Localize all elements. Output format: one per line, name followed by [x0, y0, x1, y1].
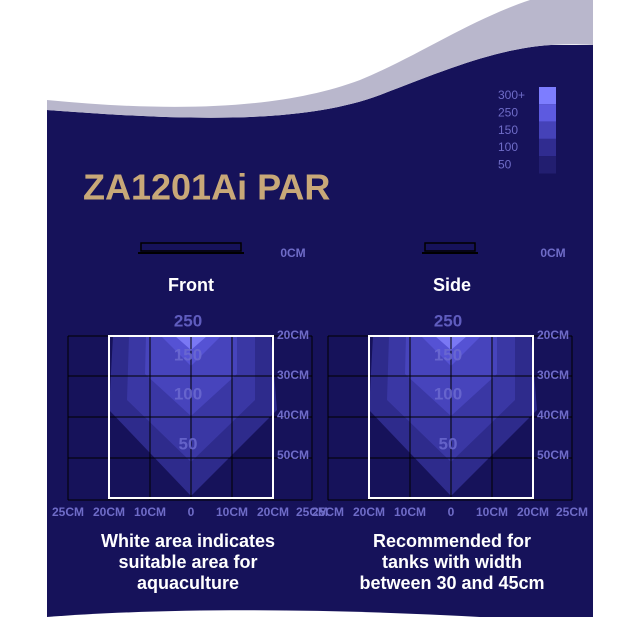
legend-label: 300+ — [498, 88, 525, 102]
x-label: 25CM — [52, 505, 84, 519]
x-label: 0 — [188, 505, 195, 519]
suitable-area — [368, 335, 534, 499]
caption-line: between 30 and 45cm — [359, 573, 544, 593]
x-label: 25CM — [556, 505, 588, 519]
background-panel — [47, 45, 593, 617]
contour-label: 150 — [434, 345, 462, 364]
contour-label: 250 — [434, 311, 462, 330]
contour-label: 100 — [174, 384, 202, 403]
depth-label: 20CM — [537, 328, 569, 342]
suitable-area — [108, 335, 274, 499]
legend-label: 250 — [498, 105, 518, 119]
legend-label: 50 — [498, 157, 512, 171]
caption-line: aquaculture — [137, 573, 239, 593]
caption-line: suitable area for — [118, 552, 257, 572]
lamp-icon — [424, 242, 476, 252]
legend-swatch — [539, 156, 556, 174]
depth-label: 20CM — [277, 328, 309, 342]
depth-label: 40CM — [537, 408, 569, 422]
legend-label: 100 — [498, 140, 518, 154]
x-label: 25CM — [296, 505, 328, 519]
depth-label: 30CM — [537, 368, 569, 382]
legend-label: 150 — [498, 123, 518, 137]
depth-label: 0CM — [540, 246, 565, 260]
caption-line: White area indicates — [101, 531, 275, 551]
x-label: 20CM — [353, 505, 385, 519]
panel-label: Side — [433, 275, 471, 295]
x-label: 10CM — [476, 505, 508, 519]
wave-top — [47, 0, 593, 118]
contour-label: 250 — [174, 311, 202, 330]
caption-line: tanks with width — [382, 552, 522, 572]
x-label: 10CM — [216, 505, 248, 519]
x-label: 10CM — [394, 505, 426, 519]
caption-line: Recommended for — [373, 531, 531, 551]
x-label: 20CM — [257, 505, 289, 519]
x-label: 20CM — [93, 505, 125, 519]
lamp-icon — [140, 242, 242, 252]
wave-shade — [47, 0, 593, 118]
depth-label: 0CM — [280, 246, 305, 260]
depth-label: 40CM — [277, 408, 309, 422]
x-label: 10CM — [134, 505, 166, 519]
depth-label: 50CM — [537, 448, 569, 462]
depth-label: 50CM — [277, 448, 309, 462]
title: ZA1201Ai PAR — [83, 167, 330, 208]
depth-label: 30CM — [277, 368, 309, 382]
contour-label: 50 — [439, 434, 458, 453]
contour-label: 100 — [434, 384, 462, 403]
x-label: 25CM — [312, 505, 344, 519]
legend-swatch — [539, 104, 556, 122]
panel-label: Front — [168, 275, 214, 295]
wave-bottom — [47, 610, 593, 640]
x-label: 20CM — [517, 505, 549, 519]
legend-swatch — [539, 121, 556, 139]
legend-swatch — [539, 87, 556, 105]
contour-label: 150 — [174, 345, 202, 364]
contour-label: 50 — [179, 434, 198, 453]
x-label: 0 — [448, 505, 455, 519]
legend-swatch — [539, 138, 556, 157]
